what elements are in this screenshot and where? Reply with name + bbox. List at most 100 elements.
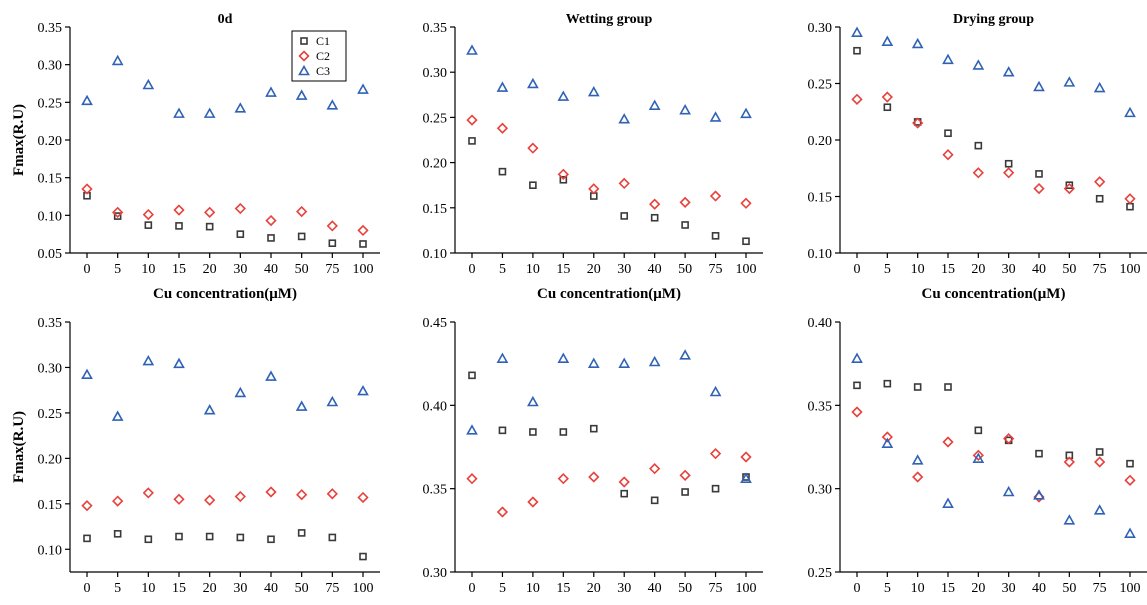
- data-point-c1: [1036, 451, 1042, 457]
- panel-title: 0d: [218, 12, 233, 27]
- series-c2: [468, 449, 751, 516]
- y-tick-label: 0.25: [808, 78, 833, 93]
- series-c3: [468, 351, 751, 482]
- y-tick-label: 0.40: [423, 399, 448, 414]
- panel-title: Drying group: [953, 12, 1034, 27]
- data-point-c3: [913, 39, 922, 47]
- data-point-c2: [1126, 476, 1135, 485]
- data-point-c2: [297, 490, 306, 499]
- x-tick-label: 15: [941, 262, 955, 277]
- x-tick-label: 20: [971, 262, 985, 277]
- data-point-c3: [620, 115, 629, 123]
- y-tick-label: 0.10: [38, 209, 63, 224]
- data-point-c3: [83, 370, 92, 378]
- data-point-c1: [621, 491, 627, 497]
- x-tick-label: 5: [884, 581, 891, 596]
- y-tick-label: 0.30: [38, 361, 63, 376]
- y-tick-label: 0.20: [38, 452, 63, 467]
- data-point-c2: [742, 453, 751, 462]
- data-point-c1: [176, 534, 182, 540]
- data-point-c1: [84, 535, 90, 541]
- x-tick-label: 10: [526, 262, 540, 277]
- series-c2: [83, 488, 368, 511]
- x-tick-label: 5: [499, 581, 506, 596]
- data-point-c3: [559, 354, 568, 362]
- y-tick-label: 0.25: [38, 407, 63, 422]
- x-tick-label: 0: [854, 581, 861, 596]
- data-point-c3: [1126, 108, 1135, 116]
- data-point-c2: [267, 488, 276, 497]
- x-tick-label: 40: [1032, 262, 1046, 277]
- y-tick-label: 0.30: [808, 483, 833, 498]
- y-tick-label: 0.25: [38, 96, 63, 111]
- data-point-c2: [853, 408, 862, 417]
- data-point-c3: [681, 351, 690, 359]
- x-tick-label: 20: [203, 581, 217, 596]
- data-point-c1: [329, 240, 335, 246]
- x-tick-label: 40: [1032, 581, 1046, 596]
- data-point-c2: [236, 204, 245, 213]
- x-tick-label: 30: [1002, 262, 1016, 277]
- x-tick-label: 0: [469, 581, 476, 596]
- data-point-c2: [328, 221, 337, 230]
- panel-6: 0.250.300.350.400510152030405075100Cd co…: [808, 316, 1147, 600]
- data-point-c1: [299, 233, 305, 239]
- data-point-c2: [328, 489, 337, 498]
- data-point-c2: [944, 150, 953, 159]
- data-point-c3: [853, 354, 862, 362]
- series-c3: [468, 46, 751, 123]
- x-tick-label: 0: [84, 581, 91, 596]
- data-point-c2: [1004, 168, 1013, 177]
- series-c3: [853, 28, 1135, 116]
- x-tick-label: 75: [325, 262, 339, 277]
- data-point-c1: [145, 536, 151, 542]
- data-point-c1: [682, 222, 688, 228]
- data-point-c1: [268, 235, 274, 241]
- x-tick-label: 20: [587, 262, 601, 277]
- series-c2: [853, 408, 1135, 502]
- data-point-c2: [974, 168, 983, 177]
- x-tick-label: 30: [617, 262, 631, 277]
- series-c3: [83, 357, 368, 420]
- y-axis-label: Fmax(R.U): [11, 104, 27, 176]
- y-tick-label: 0.20: [38, 134, 63, 149]
- data-point-c1: [145, 222, 151, 228]
- x-tick-label: 40: [648, 262, 662, 277]
- data-point-c3: [236, 104, 245, 112]
- data-point-c1: [499, 427, 505, 433]
- data-point-c2: [650, 464, 659, 473]
- data-point-c1: [975, 427, 981, 433]
- data-point-c1: [621, 213, 627, 219]
- data-point-c1: [1097, 196, 1103, 202]
- data-point-c3: [528, 398, 537, 406]
- data-point-c3: [205, 406, 214, 414]
- y-tick-label: 0.35: [808, 399, 833, 414]
- data-point-c2: [175, 206, 184, 215]
- y-tick-label: 0.45: [423, 316, 448, 331]
- data-point-c3: [944, 499, 953, 507]
- data-point-c3: [205, 109, 214, 117]
- data-point-c3: [589, 88, 598, 96]
- data-point-c1: [975, 143, 981, 149]
- data-point-c1: [237, 231, 243, 237]
- data-point-c2: [359, 226, 368, 235]
- data-point-c1: [1127, 461, 1133, 467]
- data-point-c3: [883, 37, 892, 45]
- x-tick-label: 100: [1120, 581, 1141, 596]
- data-point-c3: [359, 387, 368, 395]
- data-point-c2: [468, 116, 477, 125]
- data-point-c3: [113, 412, 122, 420]
- data-point-c3: [1004, 488, 1013, 496]
- y-tick-label: 0.20: [808, 134, 833, 149]
- x-tick-label: 40: [648, 581, 662, 596]
- data-point-c2: [498, 508, 507, 517]
- data-point-c3: [1126, 529, 1135, 537]
- data-point-c1: [530, 429, 536, 435]
- y-axis-label: Fmax(R.U): [11, 411, 27, 483]
- series-c1: [84, 193, 366, 247]
- y-tick-label: 0.35: [38, 316, 63, 331]
- data-point-c2: [620, 179, 629, 188]
- x-tick-label: 50: [1062, 581, 1076, 596]
